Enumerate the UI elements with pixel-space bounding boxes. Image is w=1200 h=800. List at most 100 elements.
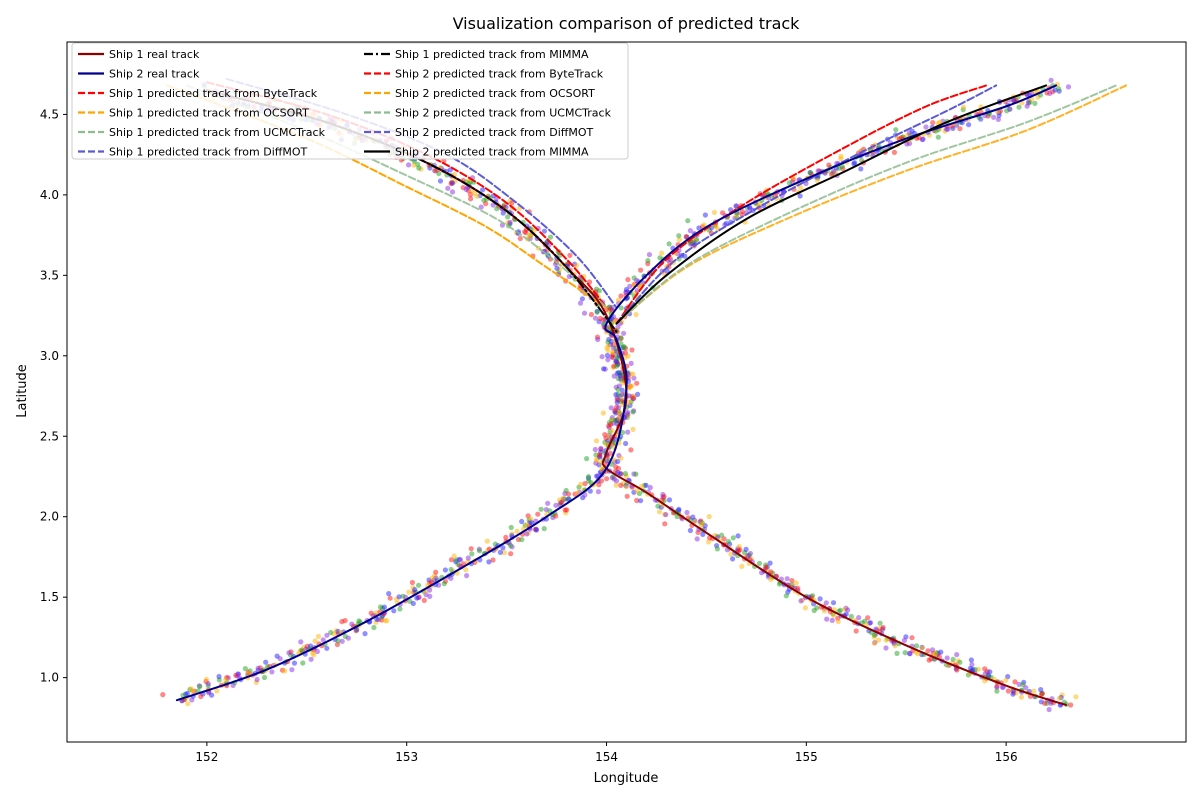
detection-point	[954, 652, 960, 658]
detection-point	[633, 471, 639, 477]
detection-point	[593, 457, 600, 463]
detection-point	[876, 637, 882, 643]
detection-point	[1003, 677, 1009, 683]
detection-point	[893, 127, 899, 133]
detection-point	[600, 410, 606, 416]
detection-point	[743, 546, 749, 553]
detection-point	[474, 193, 480, 199]
detection-point	[635, 391, 641, 397]
detection-point	[991, 114, 997, 120]
detection-point	[384, 618, 390, 624]
plot-frame	[66, 41, 1187, 743]
detection-point	[611, 373, 617, 379]
detection-point	[634, 380, 640, 386]
detection-point	[647, 484, 653, 491]
detection-point	[255, 665, 261, 671]
detection-point	[356, 618, 362, 624]
detection-point	[623, 286, 630, 293]
detection-point	[421, 597, 427, 604]
detection-point	[500, 545, 506, 551]
detection-point	[935, 134, 941, 140]
detection-point	[582, 481, 588, 487]
detection-point	[533, 526, 539, 533]
detection-point	[618, 482, 624, 488]
detection-point	[414, 595, 420, 601]
detection-point	[494, 206, 500, 212]
detection-point	[831, 168, 837, 174]
detection-point	[616, 410, 623, 416]
detection-point	[957, 126, 963, 132]
detection-point	[554, 265, 560, 271]
detection-point	[354, 627, 360, 633]
detection-point	[160, 692, 166, 698]
detection-point	[661, 494, 667, 500]
detection-point	[451, 553, 457, 559]
detection-point	[793, 580, 799, 586]
detection-point	[291, 660, 298, 666]
detection-point	[381, 604, 387, 610]
detection-point	[756, 560, 763, 567]
detection-point	[484, 538, 490, 544]
detection-point	[1056, 695, 1063, 701]
detection-point	[623, 484, 630, 490]
detection-point	[618, 455, 624, 461]
detection-point	[725, 538, 732, 545]
detection-point	[618, 293, 624, 299]
detection-point	[625, 429, 631, 435]
detection-point	[839, 163, 845, 169]
detection-point	[739, 208, 746, 215]
detection-point	[505, 214, 511, 220]
detection-point	[517, 235, 523, 242]
detection-point	[476, 548, 483, 554]
detection-point	[1031, 688, 1037, 694]
detection-point	[994, 688, 1000, 694]
detection-point	[1011, 97, 1017, 103]
x-tick-label: 155	[795, 750, 818, 764]
detection-point	[483, 201, 489, 207]
x-tick-label: 153	[395, 750, 418, 764]
detection-point	[448, 575, 454, 581]
detection-point	[692, 518, 698, 525]
detection-point	[994, 684, 1000, 690]
detection-point	[563, 487, 569, 494]
detection-point	[618, 335, 624, 341]
detection-point	[320, 637, 326, 643]
detection-point	[587, 488, 593, 494]
detection-point	[638, 267, 644, 273]
detection-point	[907, 651, 913, 657]
detection-point	[538, 506, 544, 512]
detection-point	[300, 660, 306, 666]
detection-point	[396, 594, 402, 600]
detection-point	[802, 605, 809, 611]
detection-point	[480, 187, 486, 193]
detection-point	[687, 527, 694, 534]
detection-point	[944, 655, 950, 661]
detection-point	[1073, 694, 1079, 700]
detection-point	[298, 639, 304, 645]
detection-point	[628, 447, 634, 453]
detection-point	[339, 638, 345, 644]
detection-point	[615, 297, 622, 303]
detection-point	[853, 628, 859, 634]
detection-point	[798, 598, 804, 604]
detection-point	[509, 200, 515, 206]
detection-point	[687, 228, 693, 234]
detection-point	[519, 537, 525, 543]
detection-point	[891, 149, 898, 155]
detection-point	[478, 204, 484, 210]
legend-label: Ship 2 predicted track from DiffMOT	[395, 126, 594, 139]
detection-point	[628, 360, 634, 366]
detection-point	[883, 637, 889, 643]
detection-point	[730, 556, 736, 562]
detection-point	[575, 490, 581, 496]
detection-point	[263, 659, 269, 665]
detection-point	[662, 521, 668, 527]
detection-point	[519, 518, 525, 525]
detection-point	[621, 345, 627, 351]
detection-point	[634, 497, 640, 504]
detection-point	[245, 670, 251, 676]
detection-point	[299, 647, 305, 653]
detection-point	[604, 352, 611, 358]
detection-point	[657, 255, 663, 261]
detection-point	[797, 193, 803, 199]
